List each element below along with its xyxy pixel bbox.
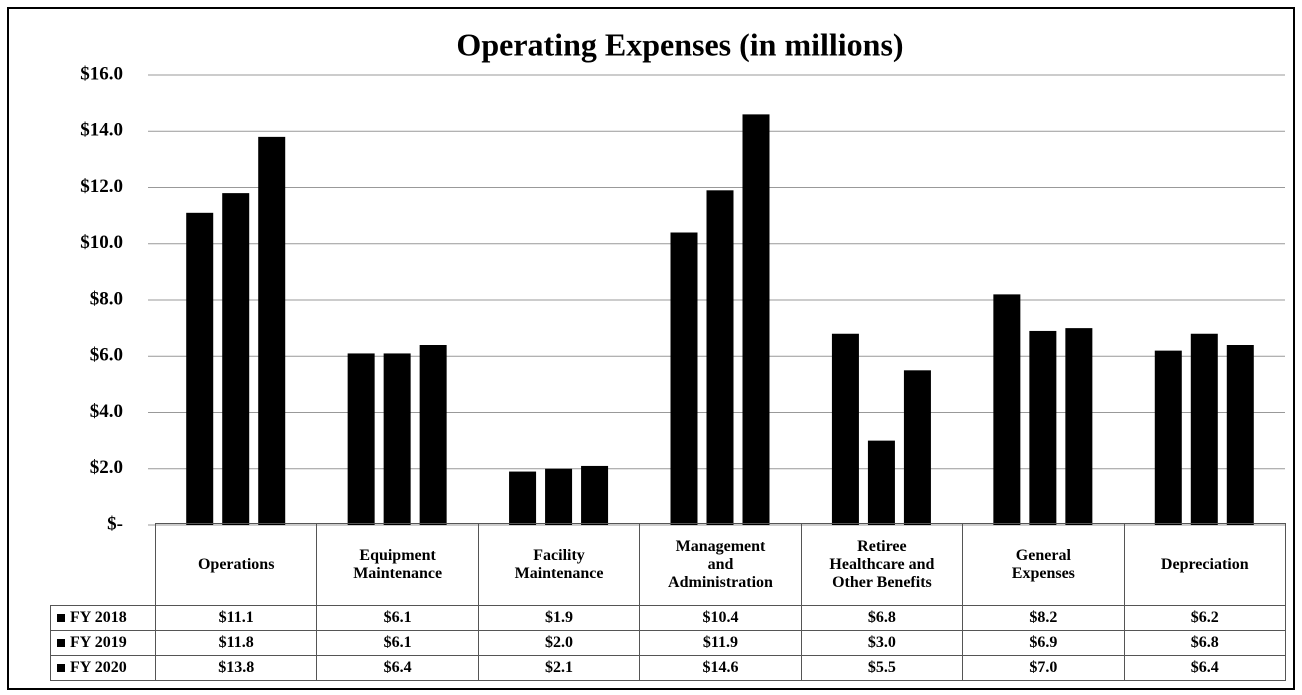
x-tick-label: Retiree Healthcare and Other Benefits <box>800 523 964 606</box>
y-tick-label: $6.0 <box>90 345 123 366</box>
bar <box>419 345 447 525</box>
bar <box>545 468 573 525</box>
legend-marker <box>57 639 65 647</box>
bar <box>1029 330 1057 525</box>
x-tick-label: General Expenses <box>962 523 1125 606</box>
y-tick-label: $12.0 <box>80 176 123 197</box>
legend-label: FY 2020 <box>70 659 127 676</box>
data-label: $5.5 <box>800 655 964 681</box>
bar <box>742 114 770 525</box>
data-label: $2.1 <box>477 655 641 681</box>
data-label: $3.0 <box>800 630 964 656</box>
bar <box>670 232 698 525</box>
bar <box>383 353 411 525</box>
bar <box>903 370 931 525</box>
y-tick-label: $- <box>107 513 123 534</box>
data-label: $6.1 <box>316 630 479 656</box>
y-tick-label: $4.0 <box>90 401 123 422</box>
data-label: $1.9 <box>477 605 641 631</box>
chart-title: Operating Expenses (in millions) <box>456 26 903 62</box>
data-label: $6.9 <box>962 630 1125 656</box>
x-tick-label: Equipment Maintenance <box>316 523 479 606</box>
x-tick-label: Depreciation <box>1123 523 1286 606</box>
data-label: $8.2 <box>962 605 1125 631</box>
y-tick-label: $16.0 <box>80 63 123 84</box>
y-tick-label: $2.0 <box>90 457 123 478</box>
data-label: $11.1 <box>155 605 318 631</box>
legend-entry: FY 2018 <box>50 605 156 631</box>
data-label: $14.6 <box>639 655 802 681</box>
legend-label: FY 2018 <box>70 609 127 626</box>
y-tick-label: $8.0 <box>90 288 123 309</box>
bar <box>1065 328 1093 525</box>
bar <box>1226 345 1254 525</box>
data-label: $6.4 <box>316 655 479 681</box>
data-label: $11.9 <box>639 630 802 656</box>
data-label: $2.0 <box>477 630 641 656</box>
bar <box>706 190 734 525</box>
data-label: $13.8 <box>155 655 318 681</box>
bar <box>581 465 609 525</box>
bar <box>1154 350 1182 525</box>
bar <box>867 440 895 525</box>
bar <box>347 353 375 525</box>
x-tick-label: Facility Maintenance <box>477 523 641 606</box>
bar <box>258 136 286 525</box>
y-tick-label: $14.0 <box>80 120 123 141</box>
frame <box>7 7 1295 690</box>
bar <box>831 333 859 525</box>
data-label: $11.8 <box>155 630 318 656</box>
legend-entry: FY 2020 <box>50 655 156 681</box>
data-label: $6.8 <box>1123 630 1286 656</box>
legend-marker <box>57 664 65 672</box>
x-tick-label: Operations <box>155 523 318 606</box>
bar <box>993 294 1021 525</box>
bar <box>509 471 537 525</box>
data-label: $7.0 <box>962 655 1125 681</box>
data-label: $6.8 <box>800 605 964 631</box>
legend-label: FY 2019 <box>70 634 127 651</box>
data-label: $6.2 <box>1123 605 1286 631</box>
y-tick-label: $10.0 <box>80 232 123 253</box>
bar <box>186 212 214 525</box>
data-label: $10.4 <box>639 605 802 631</box>
bar <box>1190 333 1218 525</box>
x-tick-label: Management and Administration <box>639 523 802 606</box>
data-label: $6.4 <box>1123 655 1286 681</box>
bar <box>222 193 250 525</box>
legend-marker <box>57 614 65 622</box>
legend-entry: FY 2019 <box>50 630 156 656</box>
data-label: $6.1 <box>316 605 479 631</box>
